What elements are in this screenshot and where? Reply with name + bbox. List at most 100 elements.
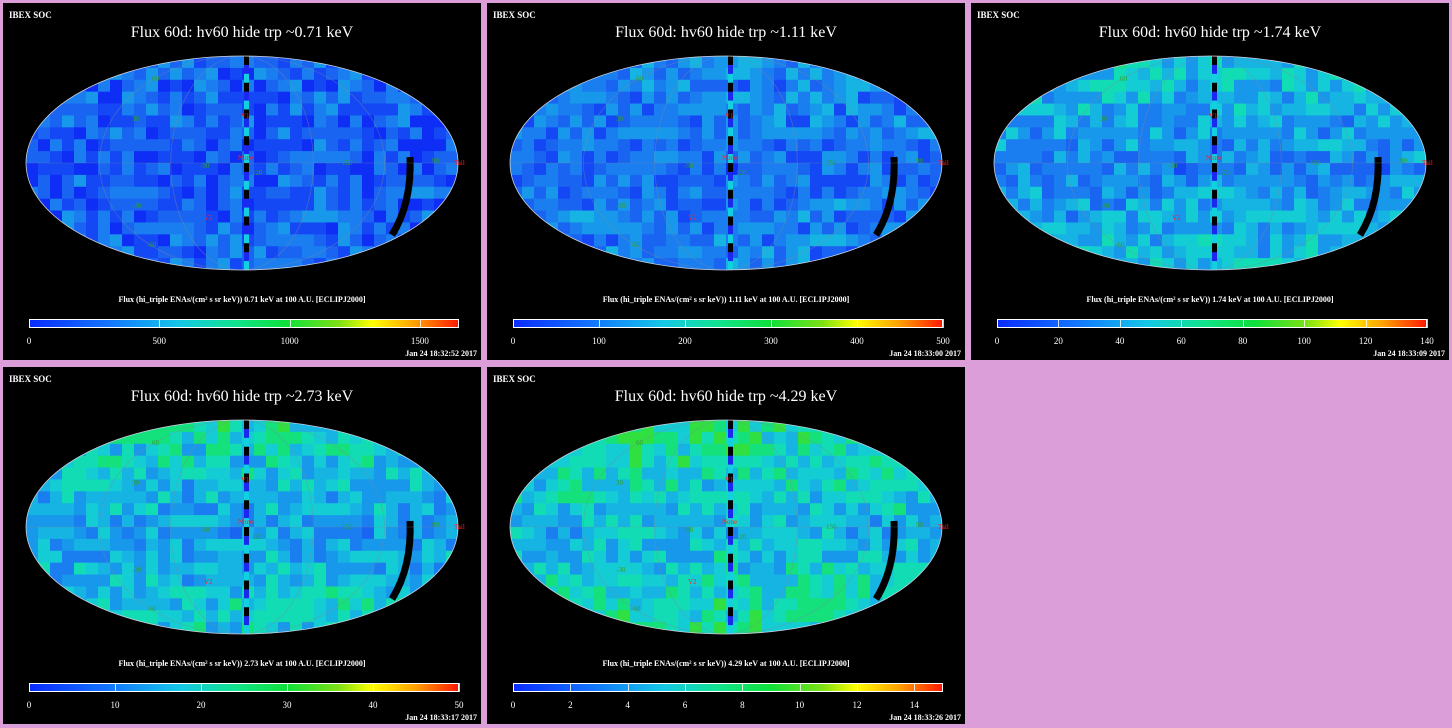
map-label: None	[238, 518, 253, 526]
map-label: 30	[132, 479, 140, 487]
colorbar-tick-mark	[685, 683, 686, 692]
colorbar-tick-mark	[685, 319, 686, 328]
map-label: 30	[616, 115, 624, 123]
colorbar-tick-mark	[287, 683, 288, 692]
colorbar-tick-mark	[857, 683, 858, 692]
colorbar-tick-label: 0	[510, 336, 516, 346]
colorbar-tick-label: 500	[152, 336, 167, 346]
map-label: Tail	[938, 159, 949, 167]
timestamp: Jan 24 18:33:09 2017	[1373, 349, 1445, 358]
map-label: 150	[826, 523, 837, 531]
colorbar-tick-mark	[1119, 319, 1121, 328]
map-label: -60	[631, 241, 641, 249]
colorbar-tick-label: 14	[909, 700, 919, 710]
skymap-panel-4: IBEX SOC Flux 60d: hv60 hide trp ~2.73 k…	[3, 367, 481, 724]
colorbar-tick-mark	[115, 683, 116, 692]
map-label: V2	[688, 578, 697, 586]
mollweide-map: 60 30 -30 -60 -90 120 150 90 None V1 V2 Tail	[25, 55, 465, 271]
map-outline	[25, 419, 459, 635]
map-label: -30	[616, 202, 626, 210]
colorbar-tick-mark	[459, 683, 460, 692]
colorbar-title: Flux (hi_triple ENAs/(cm² s sr keV)) 1.1…	[602, 295, 850, 304]
sky-pixels	[510, 56, 942, 270]
soc-label: IBEX SOC	[9, 374, 52, 384]
colorbar-tick-label: 6	[682, 700, 688, 710]
map-label: 120	[252, 533, 263, 541]
map-outline	[509, 419, 943, 635]
colorbar-tick-label: 50	[454, 700, 464, 710]
map-label: -60	[1115, 241, 1125, 249]
map-label: -60	[147, 605, 157, 613]
map-label: None	[238, 154, 253, 162]
map-label: -90	[684, 526, 694, 534]
colorbar-tick-label: 100	[1297, 336, 1311, 346]
colorbar-tick-label: 120	[1358, 336, 1373, 346]
skymap-panel-3: IBEX SOC Flux 60d: hv60 hide trp ~1.74 k…	[971, 3, 1449, 360]
colorbar-tick-mark	[373, 683, 374, 692]
map-label: 150	[342, 159, 353, 167]
colorbar-tick-label: 1000	[280, 336, 299, 346]
mollweide-map: 60 30 -30 -60 -90 120 150 90 None V1 V2 Tail	[25, 419, 465, 635]
map-label: 90	[916, 157, 924, 165]
sky-pixels	[994, 56, 1426, 270]
colorbar-tick-mark	[742, 683, 744, 692]
map-label: None	[722, 154, 737, 162]
map-outline	[993, 55, 1427, 271]
timestamp: Jan 24 18:33:00 2017	[889, 349, 961, 358]
colorbar-tick-mark	[1304, 319, 1306, 328]
map-label: 120	[252, 169, 263, 177]
colorbar-tick-label: 300	[764, 336, 778, 346]
map-label: 90	[916, 521, 924, 529]
colorbar-tick-label: 0	[994, 336, 1000, 346]
colorbar-tick-mark	[159, 319, 161, 328]
colorbar-tick-label: 100	[592, 336, 606, 346]
sky-pixels	[510, 420, 942, 634]
map-label: 30	[616, 479, 624, 487]
colorbar-tick-mark	[419, 319, 421, 328]
timestamp: Jan 24 18:33:26 2017	[889, 713, 961, 722]
colorbar	[997, 319, 1427, 328]
map-label: -60	[631, 605, 641, 613]
map-label: Tail	[454, 159, 465, 167]
map-label: V2	[204, 578, 213, 586]
map-label: -90	[200, 162, 210, 170]
colorbar-tick-mark	[1427, 319, 1428, 328]
map-label: 120	[1220, 169, 1231, 177]
map-label: 60	[1120, 75, 1128, 83]
colorbar-tick-mark	[914, 683, 916, 692]
sky-pixels	[26, 420, 458, 634]
colorbar-tick-mark	[857, 319, 858, 328]
colorbar-tick-mark	[201, 683, 202, 692]
colorbar-tick-label: 40	[368, 700, 378, 710]
mollweide-map: 60 30 -30 -60 -90 120 150 90 None V1 V2 Tail	[509, 419, 949, 635]
map-outline	[509, 55, 943, 271]
colorbar-tick-mark	[1242, 319, 1244, 328]
colorbar-tick-label: 0	[26, 336, 32, 346]
timestamp: Jan 24 18:32:52 2017	[405, 349, 477, 358]
colorbar-tick-mark	[799, 683, 801, 692]
map-label: -90	[684, 162, 694, 170]
colorbar-title: Flux (hi_triple ENAs/(cm² s sr keV)) 0.7…	[118, 295, 366, 304]
panel-title: Flux 60d: hv60 hide trp ~0.71 keV	[130, 24, 354, 41]
colorbar-tick-label: 30	[282, 700, 292, 710]
map-label: 90	[432, 521, 440, 529]
map-label: 30	[132, 115, 140, 123]
map-label: None	[1206, 154, 1221, 162]
colorbar-tick-label: 40	[1115, 336, 1125, 346]
map-label: Tail	[938, 523, 949, 531]
panel-title: Flux 60d: hv60 hide trp ~2.73 keV	[130, 388, 354, 405]
map-label: -30	[132, 566, 142, 574]
map-label: 90	[432, 157, 440, 165]
map-label: 30	[1100, 115, 1108, 123]
map-label: Tail	[1422, 159, 1433, 167]
map-label: -90	[1168, 162, 1178, 170]
colorbar-tick-label: 0	[510, 700, 516, 710]
skymap-panel-5: IBEX SOC Flux 60d: hv60 hide trp ~4.29 k…	[487, 367, 965, 724]
map-label: 60	[636, 439, 644, 447]
map-label: V1	[725, 112, 734, 120]
colorbar-tick-label: 10	[795, 700, 805, 710]
map-label: V1	[725, 476, 734, 484]
panel-title: Flux 60d: hv60 hide trp ~4.29 keV	[614, 388, 838, 405]
soc-label: IBEX SOC	[493, 374, 536, 384]
colorbar-title: Flux (hi_triple ENAs/(cm² s sr keV)) 1.7…	[1086, 295, 1334, 304]
